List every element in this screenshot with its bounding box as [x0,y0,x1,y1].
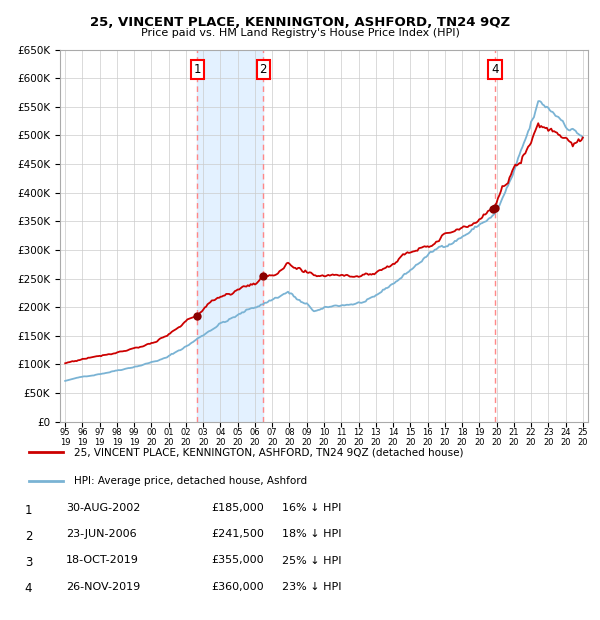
Text: 25, VINCENT PLACE, KENNINGTON, ASHFORD, TN24 9QZ: 25, VINCENT PLACE, KENNINGTON, ASHFORD, … [90,16,510,29]
Text: HPI: Average price, detached house, Ashford: HPI: Average price, detached house, Ashf… [74,476,308,486]
Text: £241,500: £241,500 [211,529,264,539]
Text: £360,000: £360,000 [211,582,264,591]
Text: 23% ↓ HPI: 23% ↓ HPI [282,582,341,591]
Text: 1: 1 [194,63,201,76]
Text: 23-JUN-2006: 23-JUN-2006 [66,529,137,539]
Bar [197,50,263,422]
Text: 3: 3 [25,557,32,569]
Text: 2: 2 [260,63,267,76]
Text: 18% ↓ HPI: 18% ↓ HPI [282,529,341,539]
Text: 26-NOV-2019: 26-NOV-2019 [66,582,140,591]
Text: 16% ↓ HPI: 16% ↓ HPI [282,503,341,513]
Text: £185,000: £185,000 [211,503,264,513]
Text: 18-OCT-2019: 18-OCT-2019 [66,556,139,565]
Text: 1: 1 [25,505,32,517]
Text: 4: 4 [491,63,499,76]
Text: 25% ↓ HPI: 25% ↓ HPI [282,556,341,565]
Text: 4: 4 [25,583,32,595]
Text: 25, VINCENT PLACE, KENNINGTON, ASHFORD, TN24 9QZ (detached house): 25, VINCENT PLACE, KENNINGTON, ASHFORD, … [74,447,464,457]
Text: Price paid vs. HM Land Registry's House Price Index (HPI): Price paid vs. HM Land Registry's House … [140,28,460,38]
Text: 2: 2 [25,531,32,543]
Text: 30-AUG-2002: 30-AUG-2002 [66,503,140,513]
Text: £355,000: £355,000 [211,556,264,565]
